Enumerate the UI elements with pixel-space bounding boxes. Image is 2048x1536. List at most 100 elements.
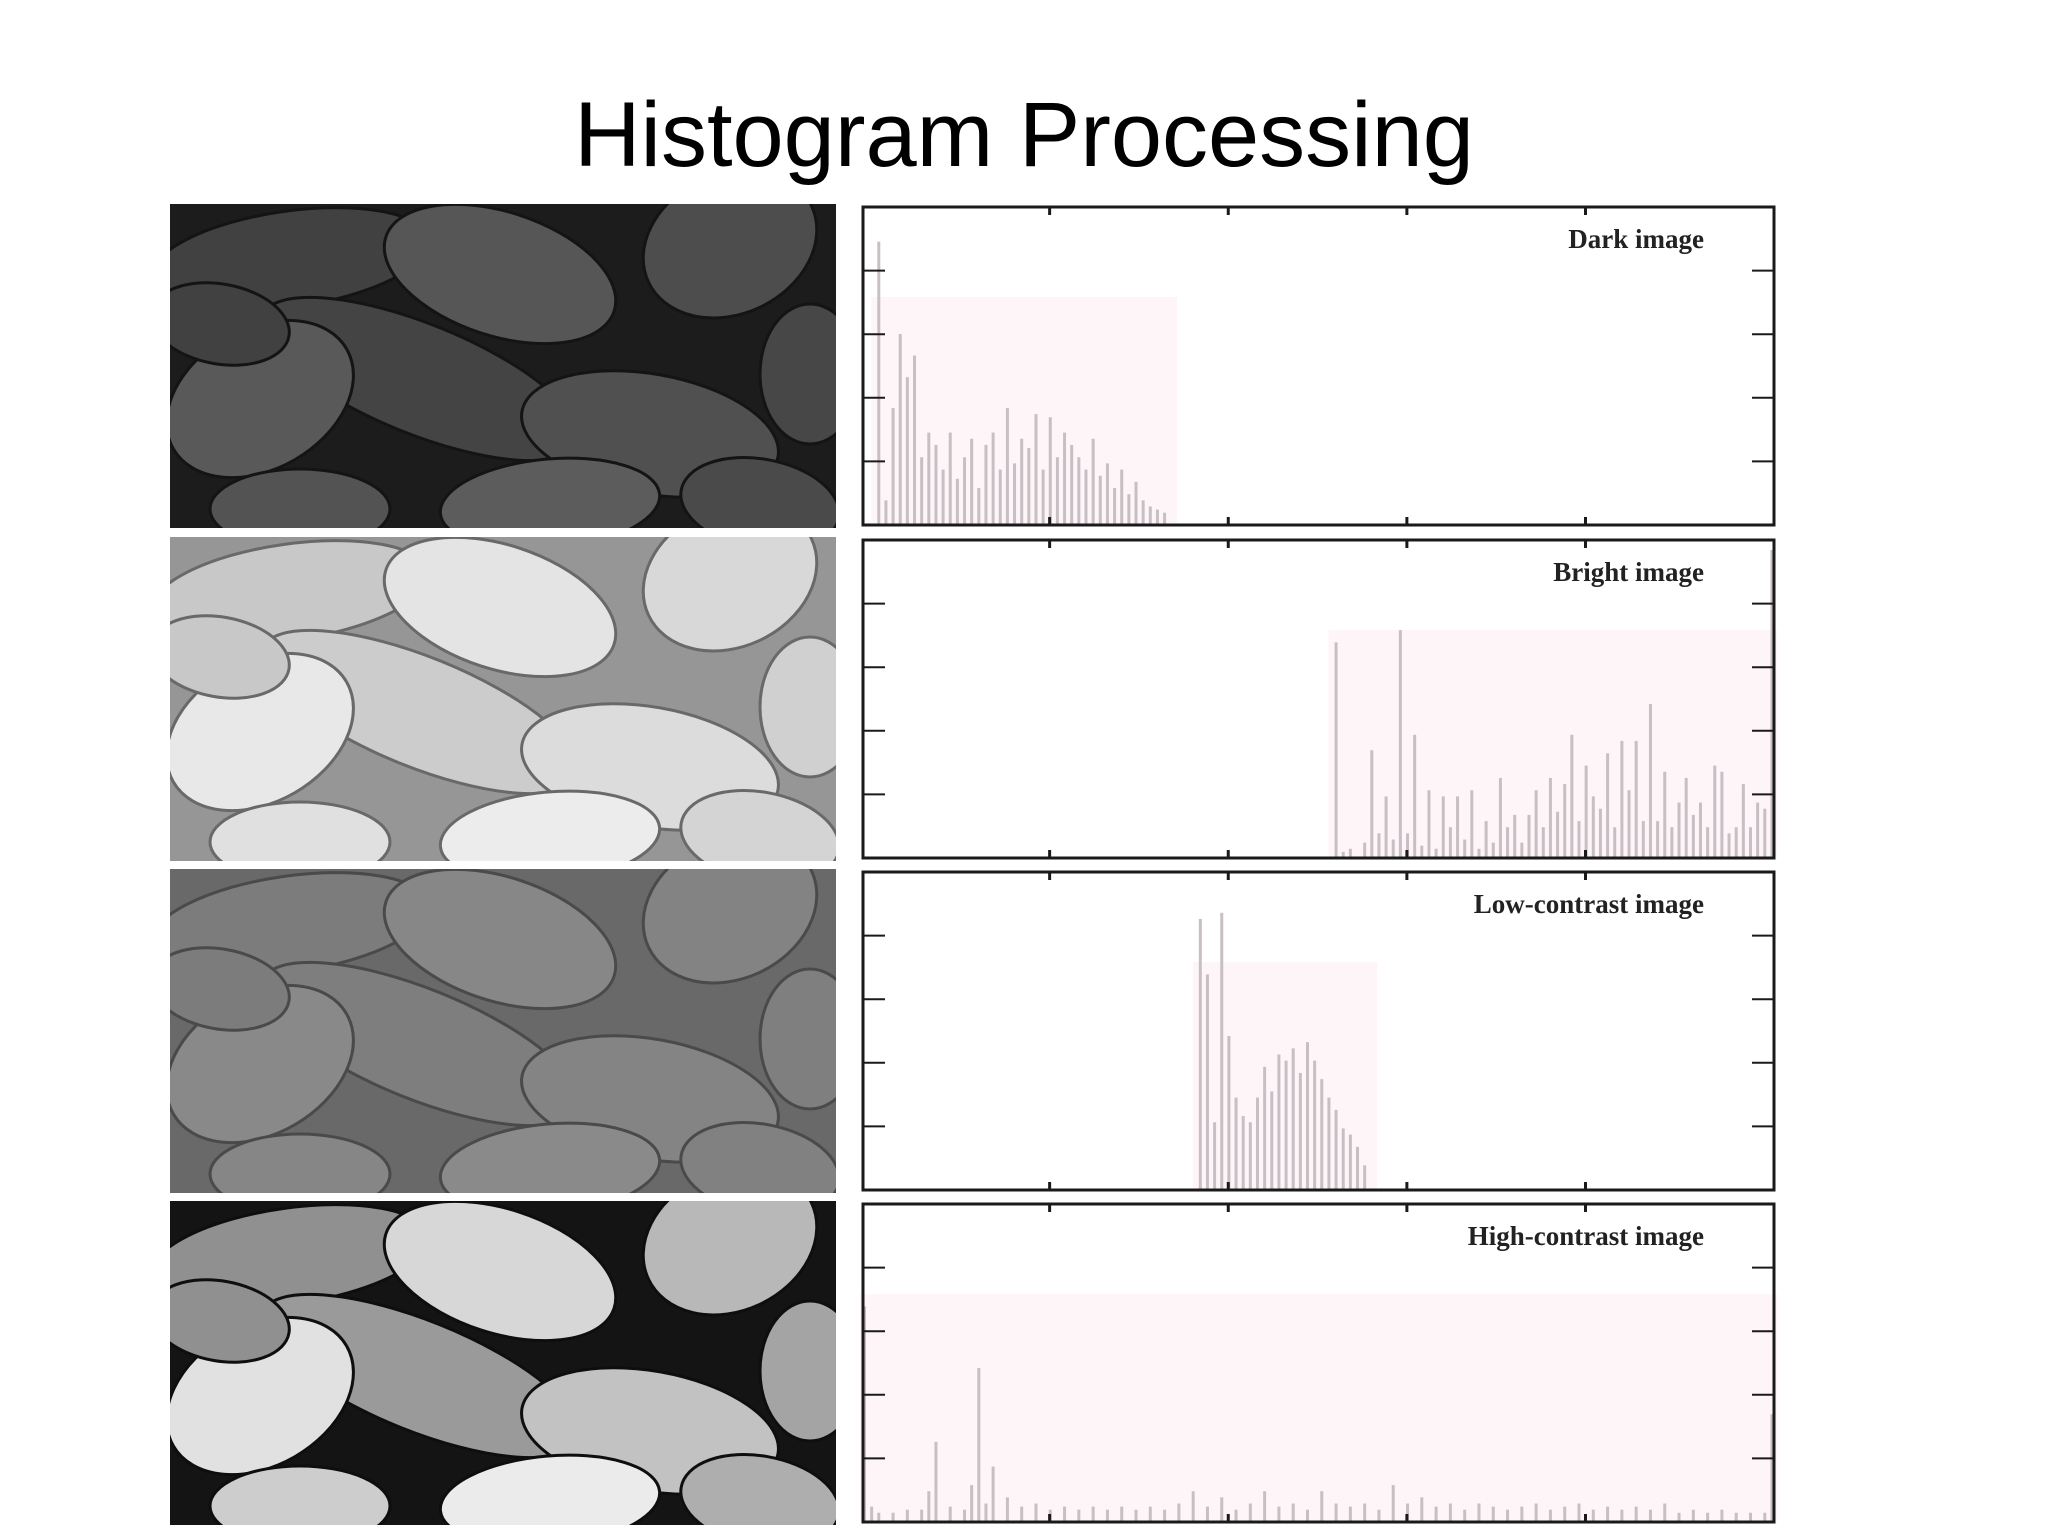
- histogram-bar: [991, 1466, 995, 1522]
- histogram-bar: [891, 407, 895, 525]
- bean-shape: [208, 1132, 392, 1193]
- histogram-bar: [1120, 469, 1124, 525]
- histogram-bar: [1563, 784, 1567, 858]
- bean-shape: [438, 789, 662, 861]
- histogram-label: Low-contrast image: [1474, 889, 1704, 919]
- histogram-bar: [1491, 842, 1495, 858]
- bean-shape: [679, 456, 836, 528]
- histogram-bar: [1027, 448, 1031, 525]
- histogram-bar: [870, 1506, 874, 1522]
- histogram-bar: [1506, 1509, 1510, 1522]
- histogram-bar: [1248, 1503, 1252, 1522]
- histogram-bar: [905, 377, 909, 525]
- histogram-bar: [1291, 1048, 1295, 1190]
- histogram-bar: [1334, 1503, 1338, 1522]
- histogram-bar: [1356, 1146, 1360, 1190]
- histogram-bar: [1706, 827, 1710, 858]
- histogram-bar: [1648, 1509, 1652, 1522]
- histogram-bar: [1570, 734, 1574, 858]
- histogram-bar: [1584, 765, 1588, 858]
- panel-row-high-contrast: High-contrast image: [170, 1201, 1777, 1525]
- histogram-bar: [1634, 1506, 1638, 1522]
- histogram-bar: [920, 1509, 924, 1522]
- bean-shape: [438, 456, 662, 528]
- histogram-bar: [1134, 481, 1138, 525]
- histogram-bar: [963, 1509, 967, 1522]
- histogram-bar: [1391, 839, 1395, 858]
- histogram-bar: [1698, 802, 1702, 858]
- histogram-bar: [1034, 414, 1038, 525]
- histogram-bar: [1334, 642, 1338, 858]
- bean-shape: [382, 204, 618, 346]
- histogram-bar: [1348, 1134, 1352, 1190]
- bean-shape: [382, 537, 618, 679]
- histogram-bar: [1720, 1509, 1724, 1522]
- histogram-bar: [1377, 1509, 1381, 1522]
- plot-frame: [861, 538, 1776, 860]
- histogram-bar: [1348, 1506, 1352, 1522]
- photo-canvas: [170, 869, 836, 1193]
- histogram-bar: [1048, 417, 1052, 525]
- histogram-bar: [1091, 438, 1095, 525]
- histogram-bar: [977, 488, 981, 525]
- histogram-bar: [1063, 1506, 1067, 1522]
- histogram-bar: [1077, 457, 1081, 525]
- histogram-bar: [1270, 1091, 1274, 1190]
- histogram-bar: [1448, 1503, 1452, 1522]
- histogram-bar: [1577, 821, 1581, 858]
- histogram-bar: [1770, 550, 1774, 858]
- histogram-bar: [1441, 796, 1445, 858]
- histogram-bar: [1663, 771, 1667, 858]
- histogram-bar: [1055, 457, 1059, 525]
- panel-row-low-contrast: Low-contrast image: [170, 869, 1777, 1193]
- histogram-label: Bright image: [1553, 557, 1704, 587]
- bean-shape: [641, 204, 819, 320]
- bean-shape: [170, 614, 291, 700]
- histogram-bar: [1070, 444, 1074, 525]
- histogram-bar: [1513, 814, 1517, 858]
- histogram-bar: [984, 444, 988, 525]
- histogram-bar: [898, 334, 902, 525]
- histogram-bar: [1748, 827, 1752, 858]
- histogram-bar: [1520, 1506, 1524, 1522]
- histogram-bar: [1484, 821, 1488, 858]
- histogram-bar: [1741, 784, 1745, 858]
- bean-shape: [758, 302, 836, 446]
- histogram-bar: [1005, 407, 1009, 525]
- histogram-bar: [1477, 848, 1481, 858]
- histogram-bar: [1520, 842, 1524, 858]
- histogram-bar: [884, 500, 888, 525]
- bean-shape: [382, 869, 618, 1011]
- histogram-bar: [1305, 1042, 1309, 1190]
- photo-canvas: [170, 204, 836, 528]
- histogram-bar: [1606, 753, 1610, 858]
- histogram-plot: High-contrast image: [860, 1202, 1777, 1524]
- histogram-bar: [1656, 821, 1660, 858]
- histogram-bar: [1320, 1491, 1324, 1522]
- histogram-bar: [1155, 509, 1159, 525]
- histogram-bar: [1248, 1122, 1252, 1190]
- bean-shape: [758, 967, 836, 1111]
- histogram-bar: [1606, 1506, 1610, 1522]
- histogram-bar: [905, 1509, 909, 1522]
- histogram-plot: Bright image: [861, 538, 1777, 860]
- histogram-bar: [1477, 1503, 1481, 1522]
- histogram-bar: [1148, 1506, 1152, 1522]
- histogram-label: Dark image: [1568, 224, 1704, 254]
- bean-shape: [208, 800, 392, 861]
- histogram-bar: [1763, 808, 1767, 858]
- histogram-bar: [1363, 842, 1367, 858]
- histogram-bar: [1620, 740, 1624, 858]
- histogram-bar: [1434, 1506, 1438, 1522]
- histogram-bar: [1498, 777, 1502, 858]
- histogram-bar: [1613, 827, 1617, 858]
- histogram-bar: [913, 355, 917, 525]
- histogram-bar: [1320, 1079, 1324, 1190]
- bean-shape: [758, 1299, 836, 1443]
- histogram-bar: [1677, 802, 1681, 858]
- histogram-bar: [1363, 1165, 1367, 1190]
- histogram-bar: [1756, 802, 1760, 858]
- histogram-bar: [1591, 1509, 1595, 1522]
- histogram-bar: [1120, 1506, 1124, 1522]
- bean-shape: [208, 467, 392, 528]
